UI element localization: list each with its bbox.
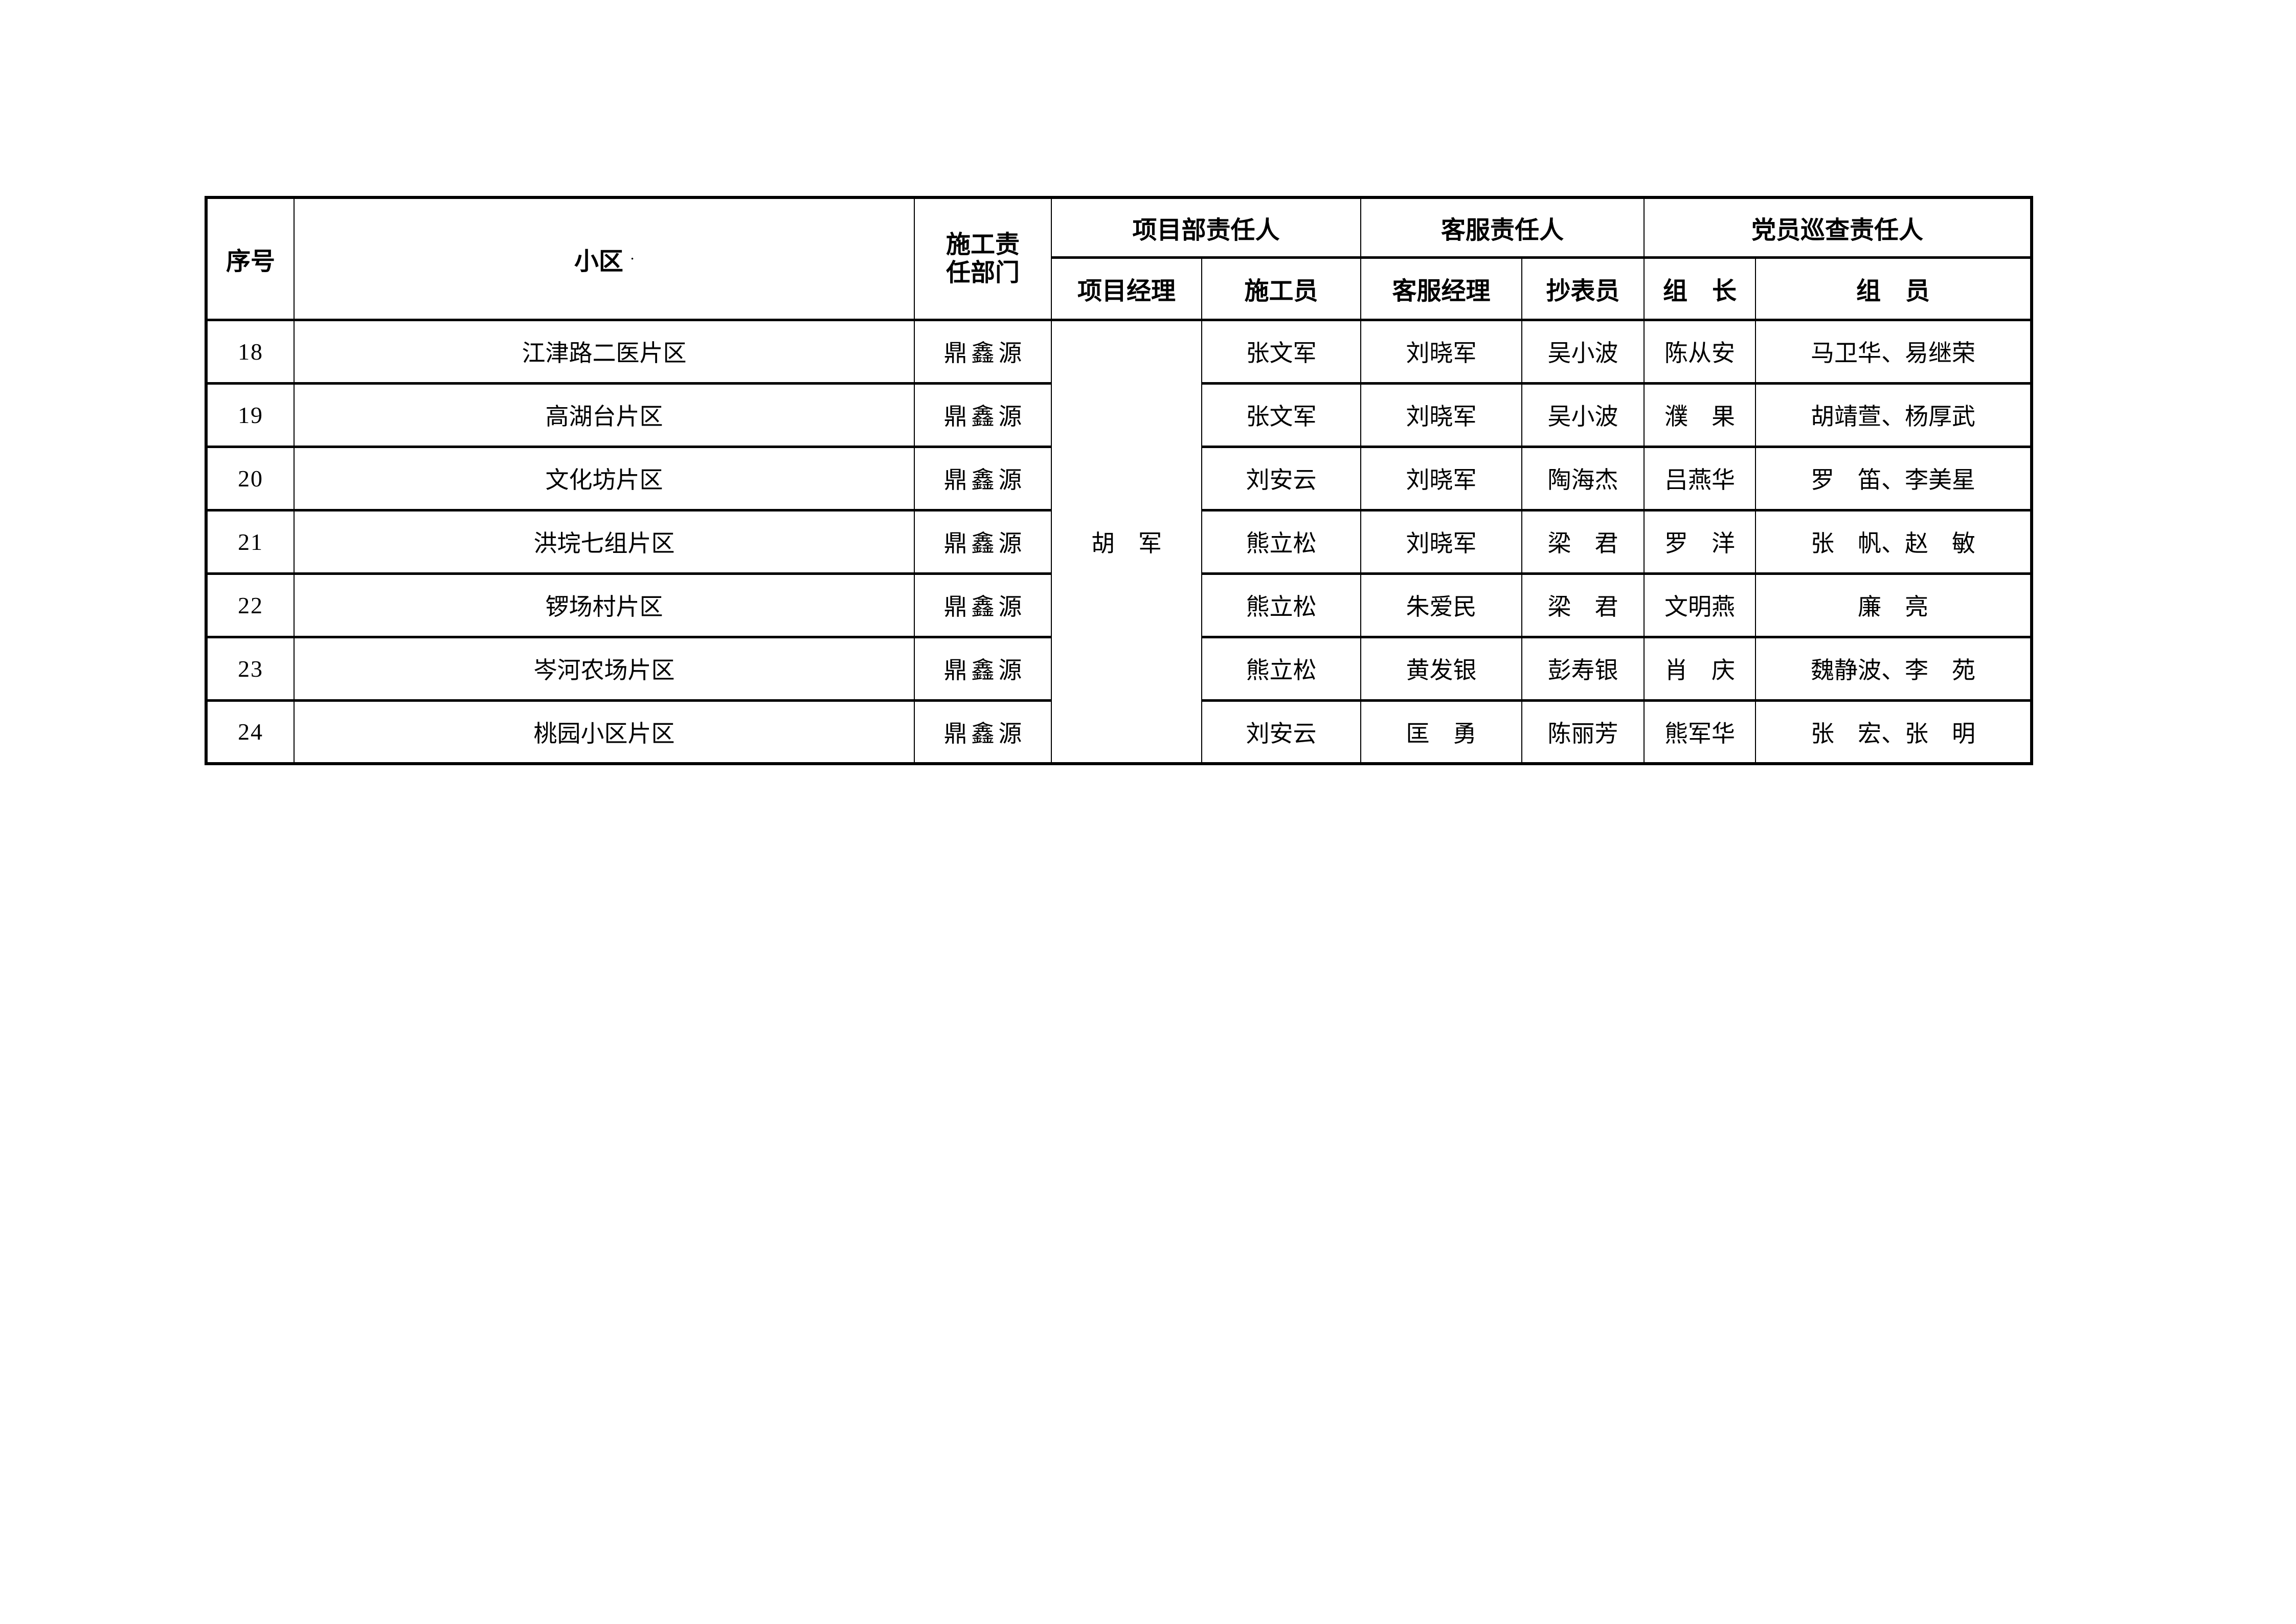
cell-construction-dept: 鼎鑫源 — [914, 318, 1052, 385]
cell-team-leader: 罗 洋 — [1644, 508, 1757, 575]
cell-construction-dept: 鼎鑫源 — [914, 572, 1052, 638]
header-group-customer-service: 客服责任人 — [1360, 196, 1645, 259]
cell-community: 锣场村片区 — [294, 572, 915, 638]
cell-team-members: 胡靖萱、杨厚武 — [1755, 382, 2033, 448]
cell-team-members: 张 帆、赵 敏 — [1755, 508, 2033, 575]
cell-team-members: 罗 笛、李美星 — [1755, 445, 2033, 511]
cell-team-leader: 濮 果 — [1644, 382, 1757, 448]
cell-construction-dept: 鼎鑫源 — [914, 508, 1052, 575]
header-group-project-dept: 项目部责任人 — [1050, 196, 1362, 259]
cell-construction-dept: 鼎鑫源 — [914, 635, 1052, 702]
header-team-members: 组 员 — [1755, 256, 2033, 321]
cell-team-members: 廉 亮 — [1755, 572, 2033, 638]
cell-team-members: 马卫华、易继荣 — [1755, 318, 2033, 385]
cell-serial: 18 — [206, 318, 295, 385]
cell-constructor: 刘安云 — [1201, 699, 1362, 765]
cell-community: 文化坊片区 — [294, 445, 915, 511]
header-project-manager: 项目经理 — [1051, 256, 1202, 321]
cell-serial: 23 — [206, 635, 295, 702]
cell-community: 岑河农场片区 — [294, 635, 915, 702]
header-community-label: 小区 — [574, 248, 623, 275]
header-row-groups: 序号 小区 · 施工责 任部门 项目部责任人 客服责任人 党员巡查责任人 — [206, 196, 2033, 321]
table-row-22: 22 锣场村片区 鼎鑫源 熊立松 朱爱民 梁 君 文明燕 廉 亮 — [206, 572, 2033, 638]
cell-team-leader: 吕燕华 — [1644, 445, 1757, 511]
cell-service-manager: 匡 勇 — [1360, 699, 1523, 765]
table-row-24: 24 桃园小区片区 鼎鑫源 刘安云 匡 勇 陈丽芳 熊军华 张 宏、张 明 — [206, 699, 2033, 765]
cell-team-leader: 陈从安 — [1644, 318, 1757, 385]
responsibility-roster-table: 序号 小区 · 施工责 任部门 项目部责任人 客服责任人 党员巡查责任人 项目经理… — [205, 196, 2034, 765]
table-row-19: 19 高湖台片区 鼎鑫源 张文军 刘晓军 吴小波 濮 果 胡靖萱、杨厚武 — [206, 382, 2033, 448]
cell-service-manager: 黄发银 — [1360, 635, 1523, 702]
cell-constructor: 刘安云 — [1201, 445, 1362, 511]
header-service-manager: 客服经理 — [1360, 256, 1523, 321]
cell-serial: 22 — [206, 572, 295, 638]
header-constructor: 施工员 — [1201, 256, 1362, 321]
table-row-18: 18 江津路二医片区 鼎鑫源 胡 军 张文军 刘晓军 吴小波 陈从安 马卫华、易… — [206, 318, 2033, 765]
cell-team-leader: 肖 庆 — [1644, 635, 1757, 702]
cell-team-members: 魏静波、李 苑 — [1755, 635, 2033, 702]
header-community: 小区 · — [294, 196, 915, 321]
cell-meter-reader: 梁 君 — [1521, 508, 1645, 575]
header-row-sub: 项目经理 施工员 客服经理 抄表员 组 长 组 员 — [206, 256, 2033, 321]
cell-community: 江津路二医片区 — [294, 318, 915, 385]
cell-meter-reader: 吴小波 — [1521, 382, 1645, 448]
cell-construction-dept: 鼎鑫源 — [914, 445, 1052, 511]
cell-constructor: 张文军 — [1201, 318, 1362, 385]
cell-constructor: 熊立松 — [1201, 508, 1362, 575]
cell-community: 桃园小区片区 — [294, 699, 915, 765]
header-construction-dept: 施工责 任部门 — [914, 196, 1052, 321]
table-row-23: 23 岑河农场片区 鼎鑫源 熊立松 黄发银 彭寿银 肖 庆 魏静波、李 苑 — [206, 635, 2033, 702]
cell-construction-dept: 鼎鑫源 — [914, 382, 1052, 448]
cell-project-manager-merged: 胡 军 — [1051, 318, 1202, 765]
cell-construction-dept: 鼎鑫源 — [914, 699, 1052, 765]
header-group-party-inspection: 党员巡查责任人 — [1644, 196, 2033, 259]
cell-team-members: 张 宏、张 明 — [1755, 699, 2033, 765]
cell-constructor: 张文军 — [1201, 382, 1362, 448]
header-meter-reader: 抄表员 — [1521, 256, 1645, 321]
cell-community: 高湖台片区 — [294, 382, 915, 448]
cell-meter-reader: 陈丽芳 — [1521, 699, 1645, 765]
cell-constructor: 熊立松 — [1201, 572, 1362, 638]
table-row-20: 20 文化坊片区 鼎鑫源 刘安云 刘晓军 陶海杰 吕燕华 罗 笛、李美星 — [206, 445, 2033, 511]
cell-team-leader: 熊军华 — [1644, 699, 1757, 765]
cell-meter-reader: 陶海杰 — [1521, 445, 1645, 511]
cell-meter-reader: 梁 君 — [1521, 572, 1645, 638]
header-team-leader: 组 长 — [1644, 256, 1757, 321]
cell-team-leader: 文明燕 — [1644, 572, 1757, 638]
cell-service-manager: 刘晓军 — [1360, 318, 1523, 385]
cell-serial: 24 — [206, 699, 295, 765]
cell-service-manager: 朱爱民 — [1360, 572, 1523, 638]
cell-meter-reader: 吴小波 — [1521, 318, 1645, 385]
table-row-21: 21 洪垸七组片区 鼎鑫源 熊立松 刘晓军 梁 君 罗 洋 张 帆、赵 敏 — [206, 508, 2033, 575]
cell-serial: 21 — [206, 508, 295, 575]
cell-constructor: 熊立松 — [1201, 635, 1362, 702]
cell-community: 洪垸七组片区 — [294, 508, 915, 575]
cell-serial: 19 — [206, 382, 295, 448]
cell-service-manager: 刘晓军 — [1360, 382, 1523, 448]
community-footnote-mark: · — [630, 252, 635, 265]
cell-service-manager: 刘晓军 — [1360, 508, 1523, 575]
cell-serial: 20 — [206, 445, 295, 511]
header-serial: 序号 — [206, 196, 295, 321]
cell-service-manager: 刘晓军 — [1360, 445, 1523, 511]
cell-meter-reader: 彭寿银 — [1521, 635, 1645, 702]
